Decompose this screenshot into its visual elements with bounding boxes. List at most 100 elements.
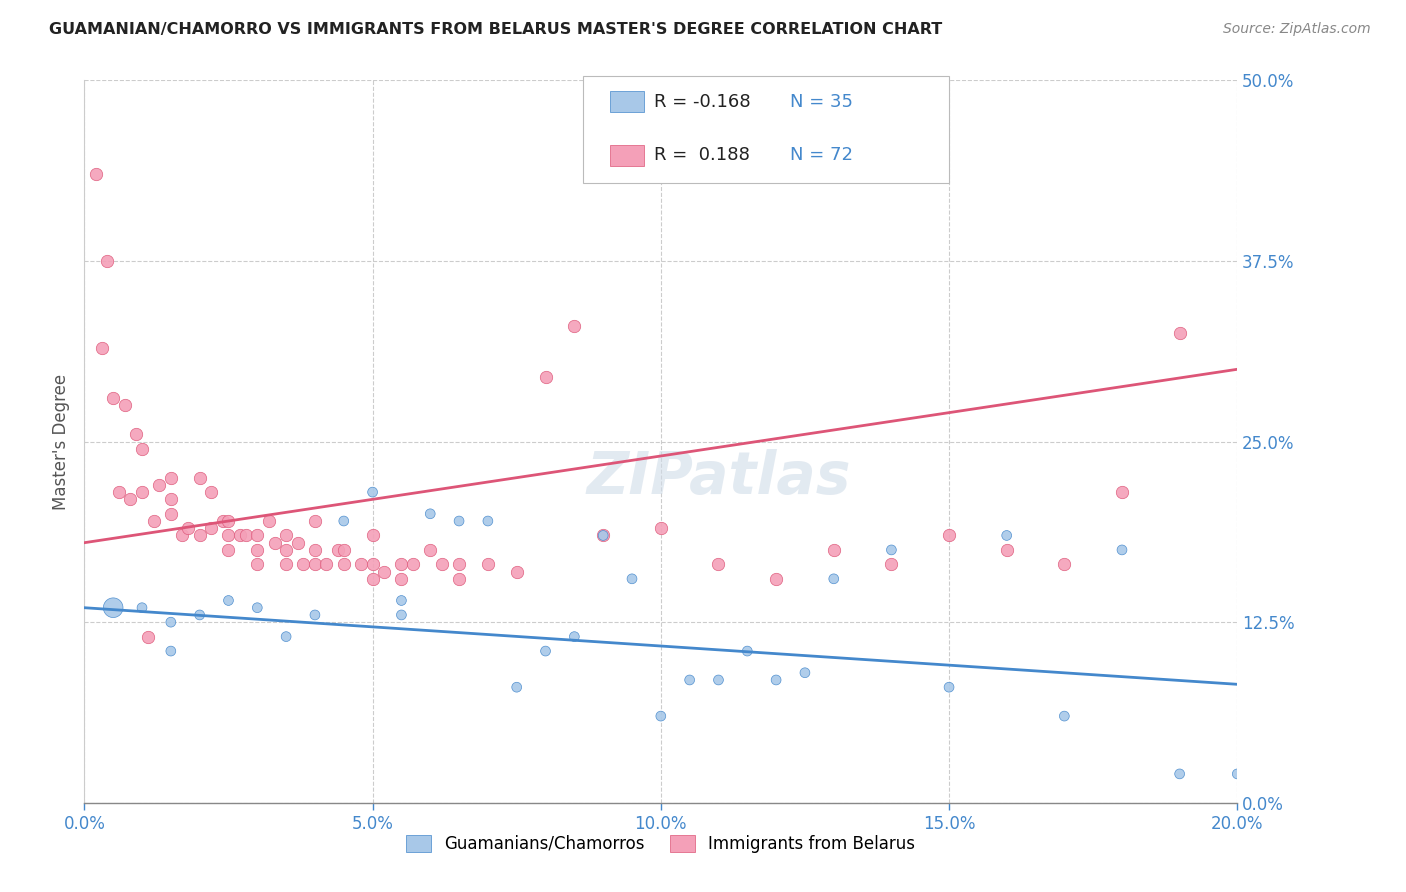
Point <box>361 558 384 572</box>
Point <box>246 558 269 572</box>
Point <box>276 630 298 644</box>
Point <box>823 572 845 586</box>
Point <box>160 615 183 630</box>
Point <box>477 514 499 528</box>
Point <box>938 680 960 694</box>
Point <box>177 521 200 535</box>
Point <box>506 565 529 579</box>
Point <box>160 492 183 507</box>
Legend: Guamanians/Chamorros, Immigrants from Belarus: Guamanians/Chamorros, Immigrants from Be… <box>399 828 922 860</box>
Point <box>235 528 257 542</box>
Point <box>880 542 903 557</box>
Text: N = 35: N = 35 <box>790 93 853 111</box>
Point <box>419 507 441 521</box>
Point <box>361 528 384 542</box>
Point <box>765 673 787 687</box>
Point <box>276 528 298 542</box>
Point <box>108 485 131 500</box>
Point <box>257 514 280 528</box>
Point <box>506 680 529 694</box>
Text: ZIPatlas: ZIPatlas <box>586 450 851 506</box>
Point <box>131 485 153 500</box>
Point <box>707 673 730 687</box>
Point <box>218 528 240 542</box>
Point <box>246 600 269 615</box>
Point <box>131 442 153 456</box>
Point <box>430 558 453 572</box>
Point <box>276 558 298 572</box>
Point <box>361 485 384 500</box>
Point <box>679 673 702 687</box>
Point <box>188 607 211 622</box>
Point <box>794 665 817 680</box>
Point <box>172 528 194 542</box>
Text: GUAMANIAN/CHAMORRO VS IMMIGRANTS FROM BELARUS MASTER'S DEGREE CORRELATION CHART: GUAMANIAN/CHAMORRO VS IMMIGRANTS FROM BE… <box>49 22 942 37</box>
Point <box>765 572 787 586</box>
Point <box>218 514 240 528</box>
Point <box>592 528 614 542</box>
Point <box>391 558 413 572</box>
Point <box>90 341 112 355</box>
Point <box>292 558 315 572</box>
Point <box>333 558 356 572</box>
Point <box>938 528 960 542</box>
Point <box>333 542 356 557</box>
Point <box>188 528 211 542</box>
Point <box>592 528 614 542</box>
Point <box>200 521 222 535</box>
Point <box>246 528 269 542</box>
Point <box>737 644 759 658</box>
Point <box>391 593 413 607</box>
Point <box>391 572 413 586</box>
Point <box>449 572 471 586</box>
Point <box>534 369 557 384</box>
Point <box>229 528 252 542</box>
Point <box>218 542 240 557</box>
Point <box>142 514 165 528</box>
Point <box>188 470 211 484</box>
Point <box>350 558 373 572</box>
Text: N = 72: N = 72 <box>790 146 853 164</box>
Point <box>304 514 326 528</box>
Point <box>419 542 441 557</box>
Point <box>650 709 672 723</box>
Point <box>449 514 471 528</box>
Point <box>96 253 118 268</box>
Point <box>200 485 222 500</box>
Point <box>564 318 586 333</box>
Point <box>477 558 499 572</box>
Point <box>315 558 337 572</box>
Point <box>650 521 672 535</box>
Point <box>534 644 557 658</box>
Point <box>211 514 233 528</box>
Point <box>707 558 730 572</box>
Point <box>621 572 644 586</box>
Point <box>114 398 136 412</box>
Point <box>287 535 309 549</box>
Point <box>263 535 285 549</box>
Point <box>160 644 183 658</box>
Point <box>391 607 413 622</box>
Point <box>1053 558 1076 572</box>
Point <box>131 600 153 615</box>
Point <box>373 565 395 579</box>
Text: R = -0.168: R = -0.168 <box>654 93 751 111</box>
Point <box>103 391 124 405</box>
Point <box>880 558 903 572</box>
Point <box>84 167 107 181</box>
Point <box>995 542 1018 557</box>
Point <box>402 558 425 572</box>
Point <box>1168 326 1191 340</box>
Point <box>823 542 845 557</box>
Point <box>1226 767 1249 781</box>
Point <box>361 572 384 586</box>
Point <box>1111 485 1133 500</box>
Point <box>218 593 240 607</box>
Text: R =  0.188: R = 0.188 <box>654 146 749 164</box>
Point <box>326 542 349 557</box>
Point <box>304 607 326 622</box>
Point <box>160 470 183 484</box>
Point <box>564 630 586 644</box>
Point <box>1111 542 1133 557</box>
Point <box>1168 767 1191 781</box>
